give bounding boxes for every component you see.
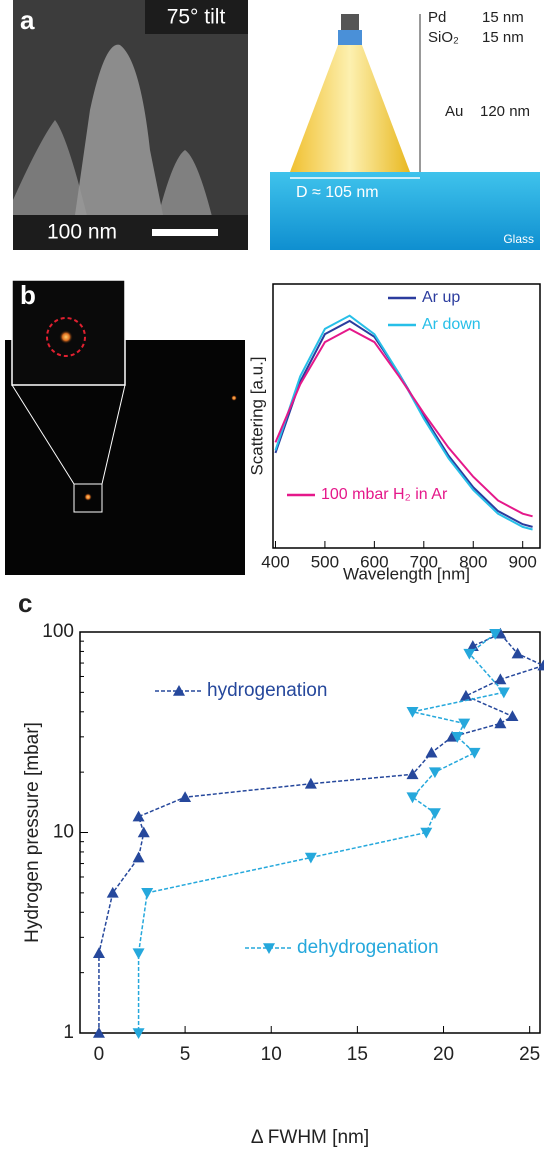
x-tick-label: 15 [347, 1044, 368, 1065]
x-tick-label: 0 [94, 1044, 105, 1065]
scale-bar-label: 100 nm [47, 221, 117, 244]
data-point [494, 627, 507, 639]
plot-frame [272, 283, 541, 549]
layer-name: SiO₂ [428, 29, 459, 46]
x-tick-label: 500 [311, 552, 339, 571]
data-point [106, 886, 119, 898]
data-point [511, 647, 524, 659]
data-point [179, 791, 192, 802]
x-tick-label: 400 [261, 552, 289, 571]
layer-thickness: 120 nm [480, 103, 530, 120]
series-line [274, 327, 533, 518]
data-point [406, 768, 419, 780]
schematic [270, 14, 540, 250]
x-tick-label: 5 [180, 1044, 191, 1065]
x-tick-label: 800 [459, 552, 487, 571]
data-point [92, 947, 105, 959]
data-point [537, 659, 544, 671]
x-tick-label: 10 [261, 1044, 282, 1065]
darkfield-image [5, 279, 245, 575]
data-point [406, 792, 419, 804]
legend-marker [263, 943, 275, 954]
legend-label: 100 mbar H₂ in Ar [321, 486, 448, 503]
data-point [304, 777, 317, 789]
data-point [425, 746, 438, 758]
y-tick-label: 1 [63, 1022, 74, 1043]
legend-label: hydrogenation [207, 680, 327, 701]
legend-label: dehydrogenation [297, 937, 439, 958]
x-tick-label: 600 [360, 552, 388, 571]
data-point [304, 852, 317, 864]
x-tick-label: 900 [509, 552, 537, 571]
data-point [463, 648, 476, 660]
data-point [446, 730, 459, 742]
data-point [132, 810, 145, 822]
panel-label: c [18, 588, 32, 618]
data-point [132, 948, 145, 960]
data-point [468, 747, 481, 759]
panel-label: a [20, 5, 35, 35]
x-tick-label: 25 [519, 1044, 540, 1065]
layer-thickness: 15 nm [482, 9, 524, 26]
y-axis-label: Hydrogen pressure [mbar] [22, 722, 43, 943]
data-point [489, 628, 502, 640]
data-point [406, 706, 419, 718]
panel-label: b [20, 280, 36, 310]
data-point [141, 888, 154, 899]
substrate-label: Glass [503, 232, 534, 246]
data-point [420, 827, 433, 839]
x-tick-label: 20 [433, 1044, 454, 1065]
y-tick-label: 10 [53, 822, 74, 843]
x-axis-label: Wavelength [nm] [343, 564, 470, 583]
sem-image [13, 0, 248, 251]
legend-label: Ar up [422, 289, 460, 306]
layer-name: Pd [428, 9, 446, 26]
data-point [494, 717, 507, 729]
data-point [458, 718, 471, 730]
data-point [132, 851, 145, 863]
y-tick-label: 100 [42, 621, 74, 642]
x-tick-label: 700 [410, 552, 438, 571]
tilt-label: 75° tilt [167, 6, 226, 29]
data-point [451, 732, 464, 743]
data-point [459, 689, 472, 701]
data-point [132, 1028, 145, 1039]
diameter-label: D ≈ 105 nm [296, 184, 379, 201]
data-point [494, 673, 507, 685]
data-point [428, 767, 441, 779]
data-point [92, 1027, 105, 1038]
layer-name: Au [445, 103, 463, 120]
data-point [497, 687, 510, 699]
layer-thickness: 15 nm [482, 29, 524, 46]
y-axis-label: Scattering [a.u.] [247, 356, 266, 475]
legend-marker [173, 685, 185, 696]
legend-label: Ar down [422, 316, 481, 333]
data-point [506, 710, 519, 722]
data-point [428, 808, 441, 820]
data-point [137, 826, 150, 838]
x-axis-label: Δ FWHM [nm] [251, 1127, 369, 1148]
